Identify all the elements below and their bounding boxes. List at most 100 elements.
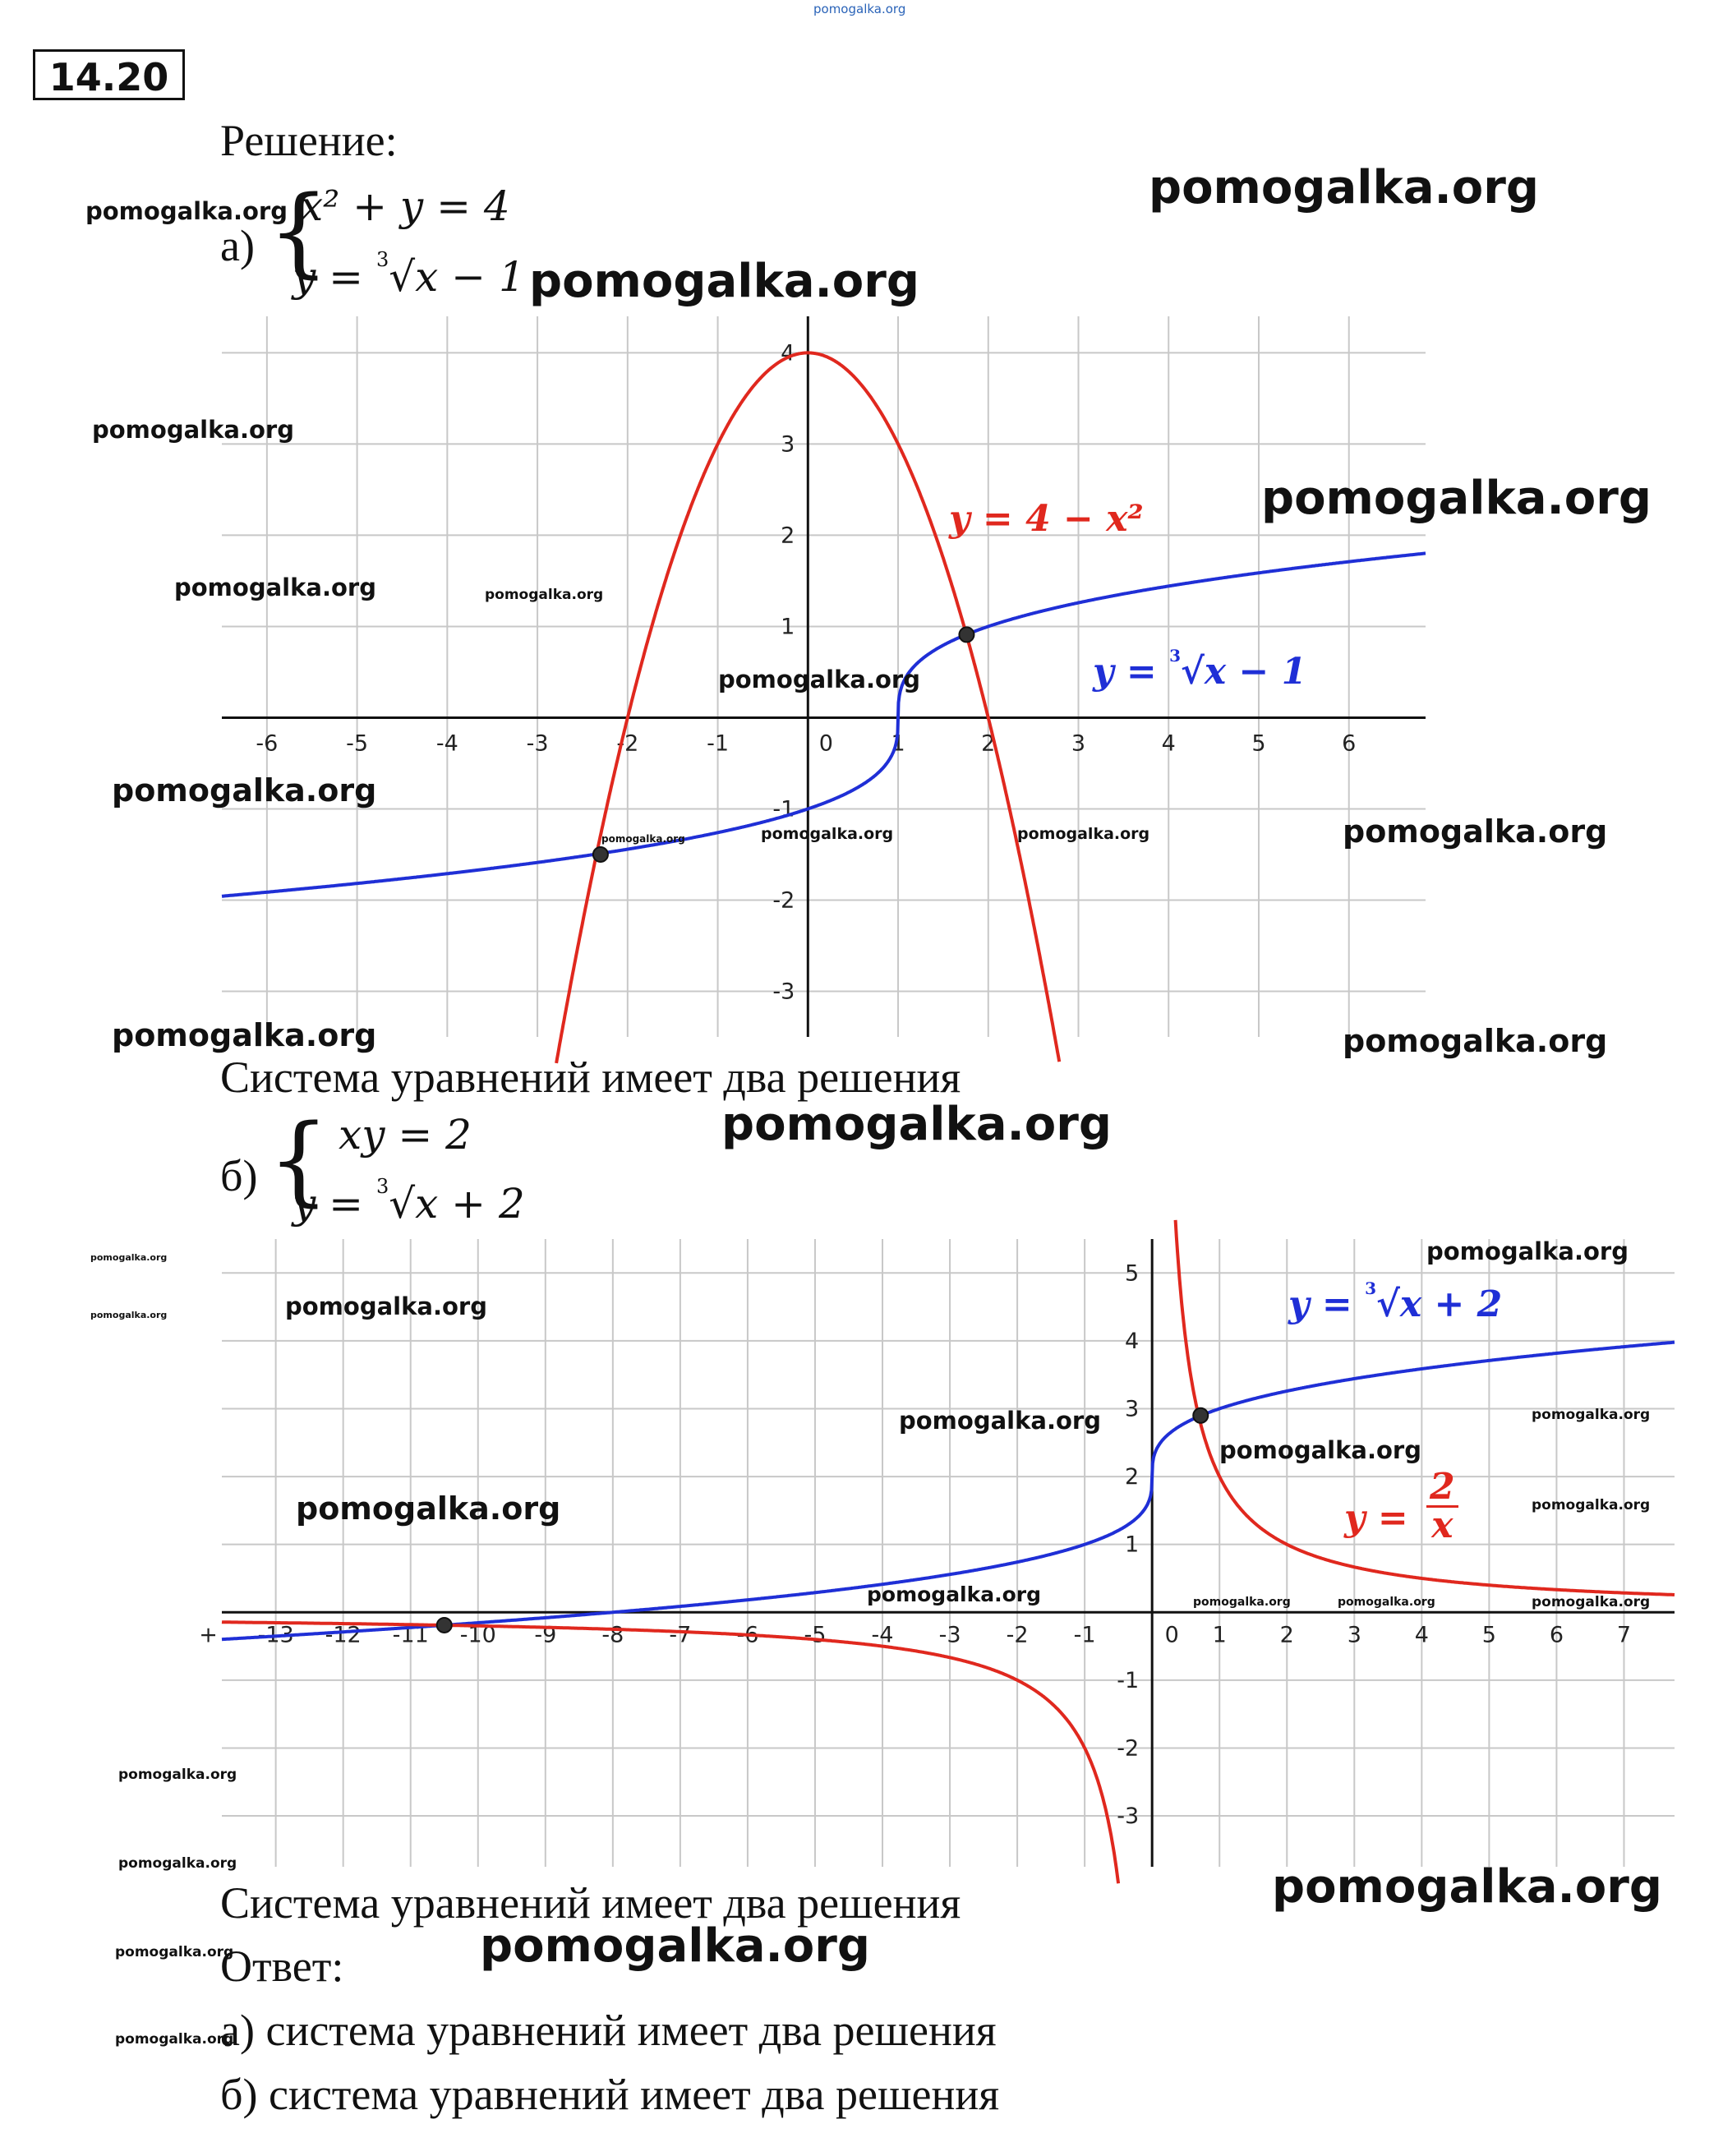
y-tick-label: 1 [1125, 1532, 1139, 1558]
x-tick-label: 1 [1213, 1622, 1227, 1647]
x-tick-label: -4 [872, 1622, 894, 1647]
watermark: pomogalka.org [718, 666, 920, 693]
x-tick-label: 4 [1162, 730, 1176, 756]
x-tick-label: -1 [707, 730, 729, 756]
curve-blue [221, 551, 1426, 898]
part-a-brace: { [268, 174, 330, 288]
watermark: pomogalka.org [601, 833, 685, 845]
curve-blue [221, 1340, 1675, 1642]
watermark: pomogalka.org [485, 587, 604, 603]
part-a-eq2: y = 3√x − 1 [293, 248, 525, 301]
watermark: pomogalka.org [1532, 1407, 1651, 1423]
x-tick-label: -7 [669, 1622, 691, 1647]
intersection-point [1192, 1407, 1209, 1424]
watermark: pomogalka.org [1017, 825, 1150, 843]
y-tick-label: -3 [1117, 1804, 1139, 1829]
part-a-eq1: x² + y = 4 [300, 182, 510, 230]
x-tick-label: -1 [1074, 1622, 1096, 1647]
chart-b-blue-curve-label: y = 3√x + 2 [1288, 1278, 1503, 1325]
curve-red [555, 351, 1062, 1064]
x-tick-label: 0 [819, 730, 833, 756]
watermark: pomogalka.org [90, 1252, 168, 1263]
watermark: pomogalka.org [1426, 1237, 1629, 1265]
chart-a-blue-curve-label: y = 3√x − 1 [1093, 646, 1307, 693]
watermark: pomogalka.org [90, 1310, 168, 1320]
x-tick-label: -2 [1007, 1622, 1029, 1647]
watermark: pomogalka.org [899, 1407, 1101, 1435]
intersection-point [435, 1616, 453, 1633]
watermark: pomogalka.org [285, 1292, 487, 1320]
watermark: pomogalka.org [92, 416, 294, 444]
part-a-conclusion: Система уравнений имеет два решения [220, 1053, 961, 1102]
watermark: pomogalka.org [529, 255, 919, 308]
x-tick-label: -8 [601, 1622, 624, 1647]
solution-label: Решение: [220, 116, 398, 165]
watermark: pomogalka.org [1219, 1436, 1421, 1464]
part-b-label: б) [220, 1151, 258, 1200]
watermark: pomogalka.org [112, 1017, 377, 1053]
y-tick-label: -1 [1117, 1668, 1139, 1693]
watermark: pomogalka.org [85, 197, 288, 225]
intersection-point [958, 626, 975, 643]
x-tick-label: -4 [436, 730, 458, 756]
problem-number: 14.20 [33, 49, 185, 100]
watermark: pomogalka.org [1343, 813, 1608, 850]
y-tick-label: 3 [1125, 1396, 1139, 1421]
watermark: pomogalka.org [115, 1944, 234, 1960]
watermark: pomogalka.org [118, 1767, 237, 1783]
x-tick-label: 7 [1617, 1622, 1631, 1647]
watermark: pomogalka.org [761, 825, 894, 843]
y-tick-label: -2 [1117, 1735, 1139, 1761]
chart-b-red-fraction: 2 x [1426, 1469, 1458, 1544]
watermark: pomogalka.org [115, 2031, 234, 2048]
chart-a-red-curve-label: y = 4 − x² [949, 498, 1144, 540]
x-tick-label: 4 [1415, 1622, 1429, 1647]
part-b-brace: { [268, 1103, 330, 1216]
x-tick-label: 2 [1280, 1622, 1294, 1647]
watermark: pomogalka.org [1272, 1860, 1662, 1914]
answer-label: Ответ: [220, 1942, 344, 1991]
y-tick-label: -3 [772, 979, 795, 1004]
y-tick-label: -2 [772, 887, 795, 913]
part-b-conclusion: Система уравнений имеет два решения [220, 1878, 961, 1928]
watermark: pomogalka.org [174, 574, 376, 601]
x-tick-label: 5 [1251, 730, 1265, 756]
x-tick-label: -5 [346, 730, 368, 756]
y-tick-label: 1 [781, 614, 795, 639]
x-tick-label: + [199, 1622, 218, 1647]
x-tick-label: 3 [1348, 1622, 1361, 1647]
watermark: pomogalka.org [867, 1582, 1042, 1606]
part-b-eq2: y = 3√x + 2 [293, 1175, 525, 1228]
watermark: pomogalka.org [721, 1098, 1112, 1151]
x-tick-label: 0 [1165, 1622, 1179, 1647]
curve-red [1173, 1219, 1675, 1596]
y-tick-label: 4 [1125, 1329, 1139, 1354]
watermark: pomogalka.org [118, 1855, 237, 1872]
x-tick-label: 6 [1342, 730, 1356, 756]
watermark: pomogalka.org [480, 1919, 870, 1973]
watermark: pomogalka.org [1532, 1497, 1651, 1513]
watermark: pomogalka.org [1343, 1023, 1608, 1059]
y-tick-label: 2 [1125, 1464, 1139, 1490]
watermark: pomogalka.org [296, 1490, 561, 1527]
watermark: pomogalka.org [1338, 1596, 1435, 1609]
answer-b: б) система уравнений имеет два решения [220, 2070, 1000, 2119]
watermark: pomogalka.org [112, 772, 377, 808]
x-tick-label: 3 [1071, 730, 1085, 756]
watermark: pomogalka.org [1532, 1594, 1651, 1610]
answer-a: а) система уравнений имеет два решения [220, 2006, 997, 2055]
y-tick-label: 3 [781, 431, 795, 457]
watermark: pomogalka.org [1193, 1596, 1291, 1609]
curve-red [221, 1620, 1121, 1884]
top-watermark: pomogalka.org [813, 2, 906, 16]
part-b-eq1: xy = 2 [339, 1111, 472, 1159]
x-tick-label: -6 [256, 730, 278, 756]
y-tick-label: 2 [781, 523, 795, 548]
intersection-point [592, 845, 609, 863]
part-a-label: а) [220, 221, 255, 270]
watermark: pomogalka.org [1149, 161, 1539, 214]
x-tick-label: -3 [527, 730, 549, 756]
y-tick-label: 4 [781, 340, 795, 366]
x-tick-label: 5 [1482, 1622, 1496, 1647]
